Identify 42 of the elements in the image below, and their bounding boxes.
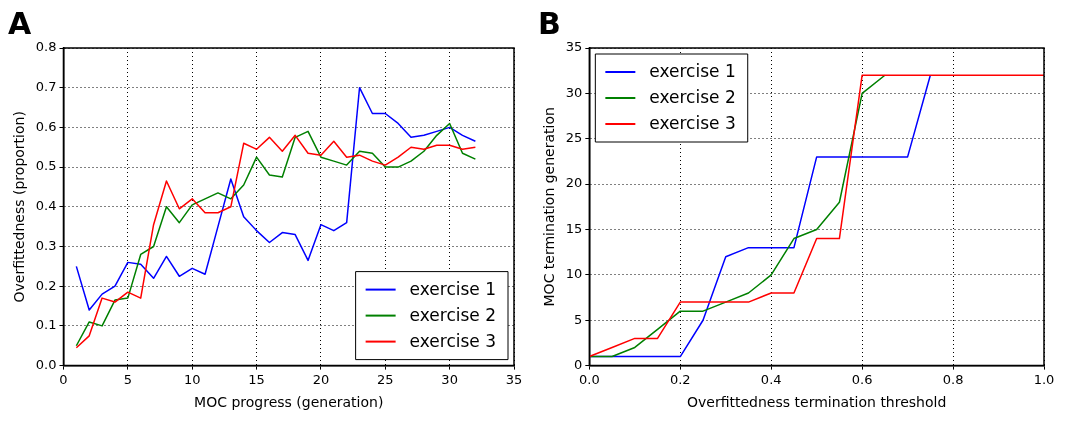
x-tick-label: 1.0 xyxy=(1033,371,1055,387)
x-axis-title: Overfittedness termination threshold xyxy=(687,394,947,411)
y-axis-title: MOC termination generation xyxy=(541,107,558,307)
legend-label: exercise 3 xyxy=(409,331,497,352)
legend-label: exercise 2 xyxy=(409,305,497,326)
y-tick-label: 20 xyxy=(565,175,583,191)
y-axis-title: Overfittedness (proportion) xyxy=(11,111,28,303)
x-tick-label: 30 xyxy=(441,371,458,387)
x-tick-label: 0 xyxy=(59,371,68,387)
y-tick-label: 15 xyxy=(565,220,583,236)
x-tick-label: 15 xyxy=(248,371,265,387)
y-tick-label: 0.2 xyxy=(35,277,57,293)
y-tick-label: 0.6 xyxy=(35,118,57,134)
x-tick-label: 0.2 xyxy=(669,371,691,387)
y-tick-label: 30 xyxy=(565,84,583,100)
x-tick-label: 0.6 xyxy=(851,371,873,387)
y-tick-label: 25 xyxy=(565,130,583,146)
y-tick-label: 0.5 xyxy=(35,158,57,174)
x-tick-label: 25 xyxy=(377,371,394,387)
x-tick-label: 0.4 xyxy=(760,371,782,387)
y-tick-label: 0.0 xyxy=(35,356,57,372)
y-tick-label: 0.8 xyxy=(35,39,57,55)
x-axis-title: MOC progress (generation) xyxy=(194,394,384,411)
chart-title: A xyxy=(8,5,32,41)
y-tick-label: 0.1 xyxy=(35,317,57,333)
x-tick-label: 20 xyxy=(312,371,330,387)
y-tick-label: 35 xyxy=(565,39,583,55)
y-tick-label: 5 xyxy=(574,311,583,327)
y-tick-label: 0.3 xyxy=(35,237,57,253)
y-tick-label: 0.7 xyxy=(35,79,57,95)
y-tick-label: 10 xyxy=(565,266,583,282)
legend-label: exercise 2 xyxy=(649,87,736,108)
legend-label: exercise 1 xyxy=(409,279,497,300)
legend-label: exercise 3 xyxy=(649,113,736,134)
x-tick-label: 35 xyxy=(505,371,523,387)
legend-label: exercise 1 xyxy=(649,61,736,82)
x-tick-label: 5 xyxy=(123,371,132,387)
y-tick-label: 0 xyxy=(574,356,583,372)
x-tick-label: 10 xyxy=(183,371,201,387)
x-tick-label: 0.8 xyxy=(942,371,964,387)
y-tick-label: 0.4 xyxy=(35,198,57,214)
chart-title: B xyxy=(538,5,561,41)
